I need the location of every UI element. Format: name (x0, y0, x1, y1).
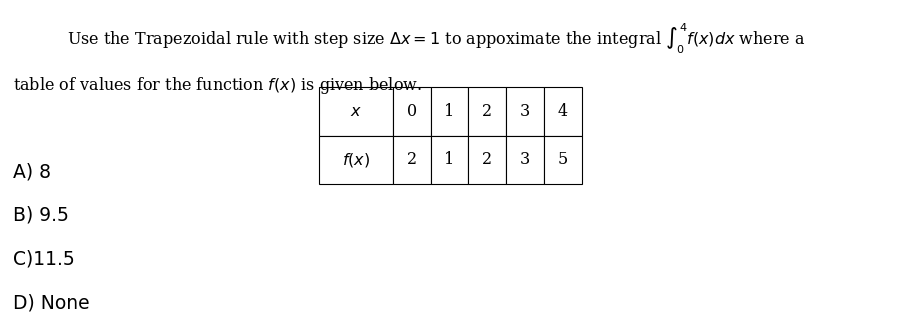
Bar (393, 87, 431, 136)
Text: 2: 2 (406, 151, 417, 168)
Text: 2: 2 (482, 103, 493, 120)
Bar (468, 136, 506, 184)
Text: $f(x)$: $f(x)$ (342, 151, 370, 169)
Bar (506, 136, 544, 184)
Bar (468, 87, 506, 136)
Text: B) 9.5: B) 9.5 (13, 206, 69, 225)
Text: Use the Trapezoidal rule with step size $\Delta x = 1$ to appoximate the integra: Use the Trapezoidal rule with step size … (67, 22, 806, 56)
Text: 5: 5 (557, 151, 568, 168)
Text: table of values for the function $f(x)$ is given below.: table of values for the function $f(x)$ … (13, 75, 423, 96)
Bar (431, 87, 468, 136)
Text: D) None: D) None (13, 293, 90, 312)
Text: 0: 0 (406, 103, 417, 120)
Text: 1: 1 (444, 103, 455, 120)
Bar (393, 136, 431, 184)
Text: A) 8: A) 8 (13, 162, 51, 181)
Text: $x$: $x$ (350, 103, 362, 120)
Text: 2: 2 (482, 151, 493, 168)
Text: 3: 3 (520, 151, 530, 168)
Bar (319, 87, 393, 136)
Bar (506, 87, 544, 136)
Bar (319, 136, 393, 184)
Bar (431, 136, 468, 184)
Bar (544, 87, 582, 136)
Text: 4: 4 (557, 103, 568, 120)
Text: 1: 1 (444, 151, 455, 168)
Text: 3: 3 (520, 103, 530, 120)
Text: C)11.5: C)11.5 (13, 250, 76, 269)
Bar (544, 136, 582, 184)
